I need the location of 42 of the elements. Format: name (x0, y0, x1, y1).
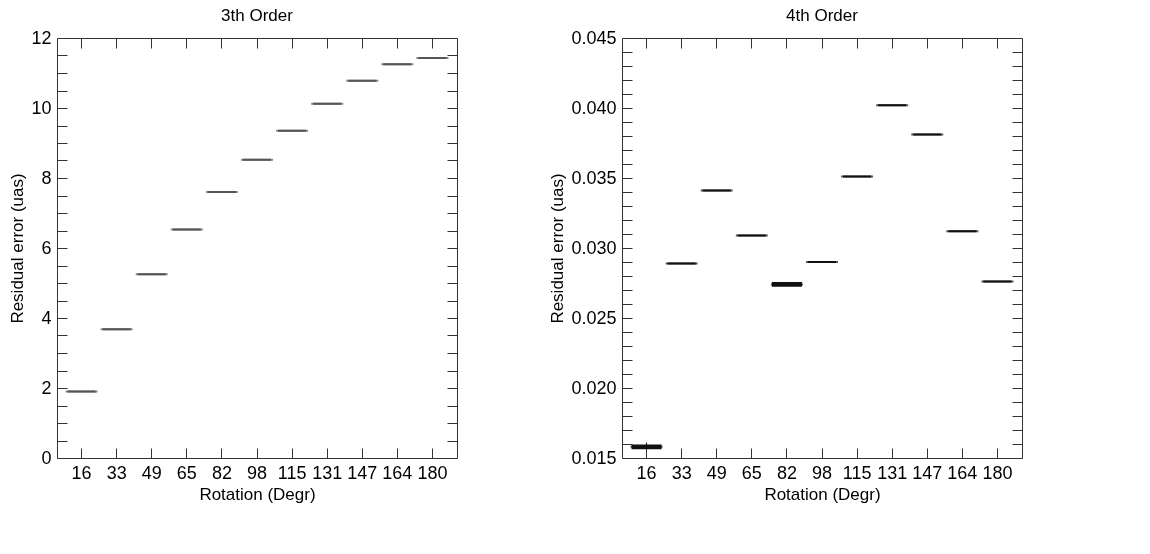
y-tick-label: 0.015 (571, 447, 617, 468)
y-tick-label: 6 (41, 237, 52, 258)
x-tick-label: 147 (912, 462, 943, 483)
y-axis-title: Residual error (uas) (548, 173, 568, 324)
x-tick-label: 49 (141, 462, 162, 483)
x-tick-label: 98 (811, 462, 833, 483)
x-tick-label: 115 (277, 462, 307, 483)
chart-title: 4th Order (786, 6, 859, 25)
x-tick-label: 16 (636, 462, 657, 483)
y-tick-label: 0 (41, 447, 52, 468)
y-tick-label: 0.020 (571, 377, 617, 398)
y-tick-label: 8 (41, 167, 52, 188)
y-tick-label: 10 (31, 97, 52, 118)
x-tick-label: 49 (706, 462, 727, 483)
x-tick-label: 131 (312, 462, 343, 483)
y-tick-label: 0.025 (571, 307, 617, 328)
x-tick-label: 82 (211, 462, 232, 483)
y-tick-label: 0.040 (571, 97, 617, 118)
y-tick-label: 0.045 (571, 27, 617, 48)
x-tick-label: 164 (382, 462, 413, 483)
y-axis-title: Residual error (uas) (8, 173, 28, 324)
x-tick-label: 16 (71, 462, 92, 483)
y-tick-label: 12 (31, 27, 52, 48)
y-tick-label: 0.035 (571, 167, 617, 188)
y-tick-label: 2 (41, 377, 52, 398)
x-axis-title: Rotation (Degr) (199, 484, 316, 504)
x-axis-title: Rotation (Degr) (764, 484, 881, 504)
x-tick-label: 33 (106, 462, 127, 483)
x-tick-label: 65 (176, 462, 197, 483)
x-tick-label: 65 (741, 462, 762, 483)
x-tick-label: 180 (417, 462, 448, 483)
x-tick-label: 147 (347, 462, 378, 483)
x-tick-label: 180 (982, 462, 1013, 483)
y-tick-label: 4 (41, 307, 52, 328)
x-tick-label: 164 (947, 462, 978, 483)
x-tick-label: 33 (671, 462, 692, 483)
y-tick-label: 0.030 (571, 237, 617, 258)
x-tick-label: 98 (246, 462, 268, 483)
x-tick-label: 82 (776, 462, 797, 483)
chart-title: 3th Order (221, 6, 294, 25)
x-tick-label: 131 (877, 462, 908, 483)
x-tick-label: 115 (842, 462, 872, 483)
